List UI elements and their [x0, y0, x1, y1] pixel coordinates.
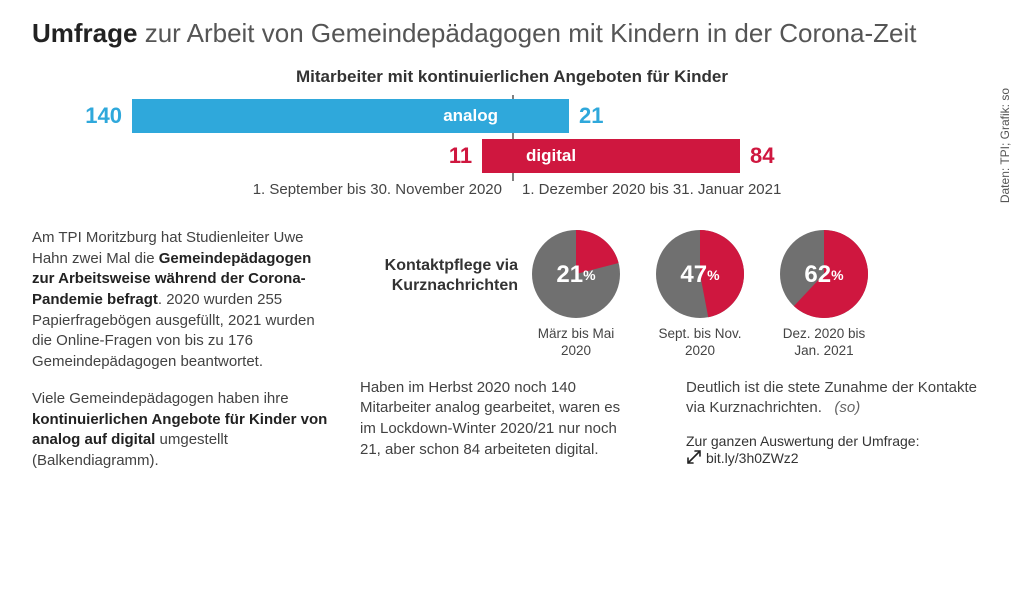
pie-label-0: März bis Mai2020 — [530, 326, 622, 360]
bar-label-analog: analog — [429, 106, 512, 126]
bar-value-left-analog: 140 — [75, 103, 132, 129]
bar-value-left-digital: 11 — [439, 143, 482, 169]
intro-para-1: Am TPI Moritzburg hat Studienleiter Uwe … — [32, 228, 332, 373]
pie-label-1: Sept. bis Nov.2020 — [654, 326, 746, 360]
data-credit: Daten: TPI; Grafik: so — [998, 88, 1012, 203]
bar-chart-title: Mitarbeiter mit kontinuierlichen Angebot… — [52, 67, 972, 87]
bar-value-right-analog: 21 — [569, 103, 613, 129]
bar-left-analog: analog — [132, 99, 512, 133]
pie-chart-1: 47% — [654, 228, 746, 320]
bar-value-right-digital: 84 — [740, 143, 784, 169]
body-para-right: Deutlich ist die stete Zunahme der Konta… — [686, 378, 992, 419]
survey-link-row: Zur ganzen Auswertung der Umfrage: bit.l… — [686, 433, 992, 468]
pie-item-1: 47% Sept. bis Nov.2020 — [654, 228, 746, 360]
bar-chart: Mitarbeiter mit kontinuierlichen Angebot… — [52, 67, 972, 198]
pie-item-0: 21% März bis Mai2020 — [530, 228, 622, 360]
link-icon — [686, 449, 702, 468]
period-left: 1. September bis 30. November 2020 — [52, 181, 512, 198]
intro-text-column: Am TPI Moritzburg hat Studienleiter Uwe … — [32, 228, 332, 488]
title-rest: zur Arbeit von Gemeindepädagogen mit Kin… — [137, 18, 916, 48]
title-bold: Umfrage — [32, 18, 137, 48]
pie-item-2: 62% Dez. 2020 bisJan. 2021 — [778, 228, 870, 360]
bar-left-digital — [482, 139, 512, 173]
body-para-mid: Haben im Herbst 2020 noch 140 Mitarbeite… — [360, 378, 640, 468]
pie-label-2: Dez. 2020 bisJan. 2021 — [778, 326, 870, 360]
bar-right-analog — [512, 99, 569, 133]
bar-right-digital: digital — [512, 139, 740, 173]
pie-chart-2: 62% — [778, 228, 870, 320]
pies-title: Kontaktpflege via Kurznachrichten — [360, 228, 530, 296]
intro-para-2: Viele Gemeindepädagogen haben ihre konti… — [32, 389, 332, 472]
pie-chart-0: 21% — [530, 228, 622, 320]
pie-charts-block: Kontaktpflege via Kurznachrichten 21% Mär… — [360, 228, 992, 360]
period-right: 1. Dezember 2020 bis 31. Januar 2021 — [512, 181, 972, 198]
bar-label-digital: digital — [512, 146, 590, 166]
survey-link[interactable]: bit.ly/3h0ZWz2 — [706, 450, 799, 466]
page-title: Umfrage zur Arbeit von Gemeindepädagogen… — [32, 18, 992, 49]
